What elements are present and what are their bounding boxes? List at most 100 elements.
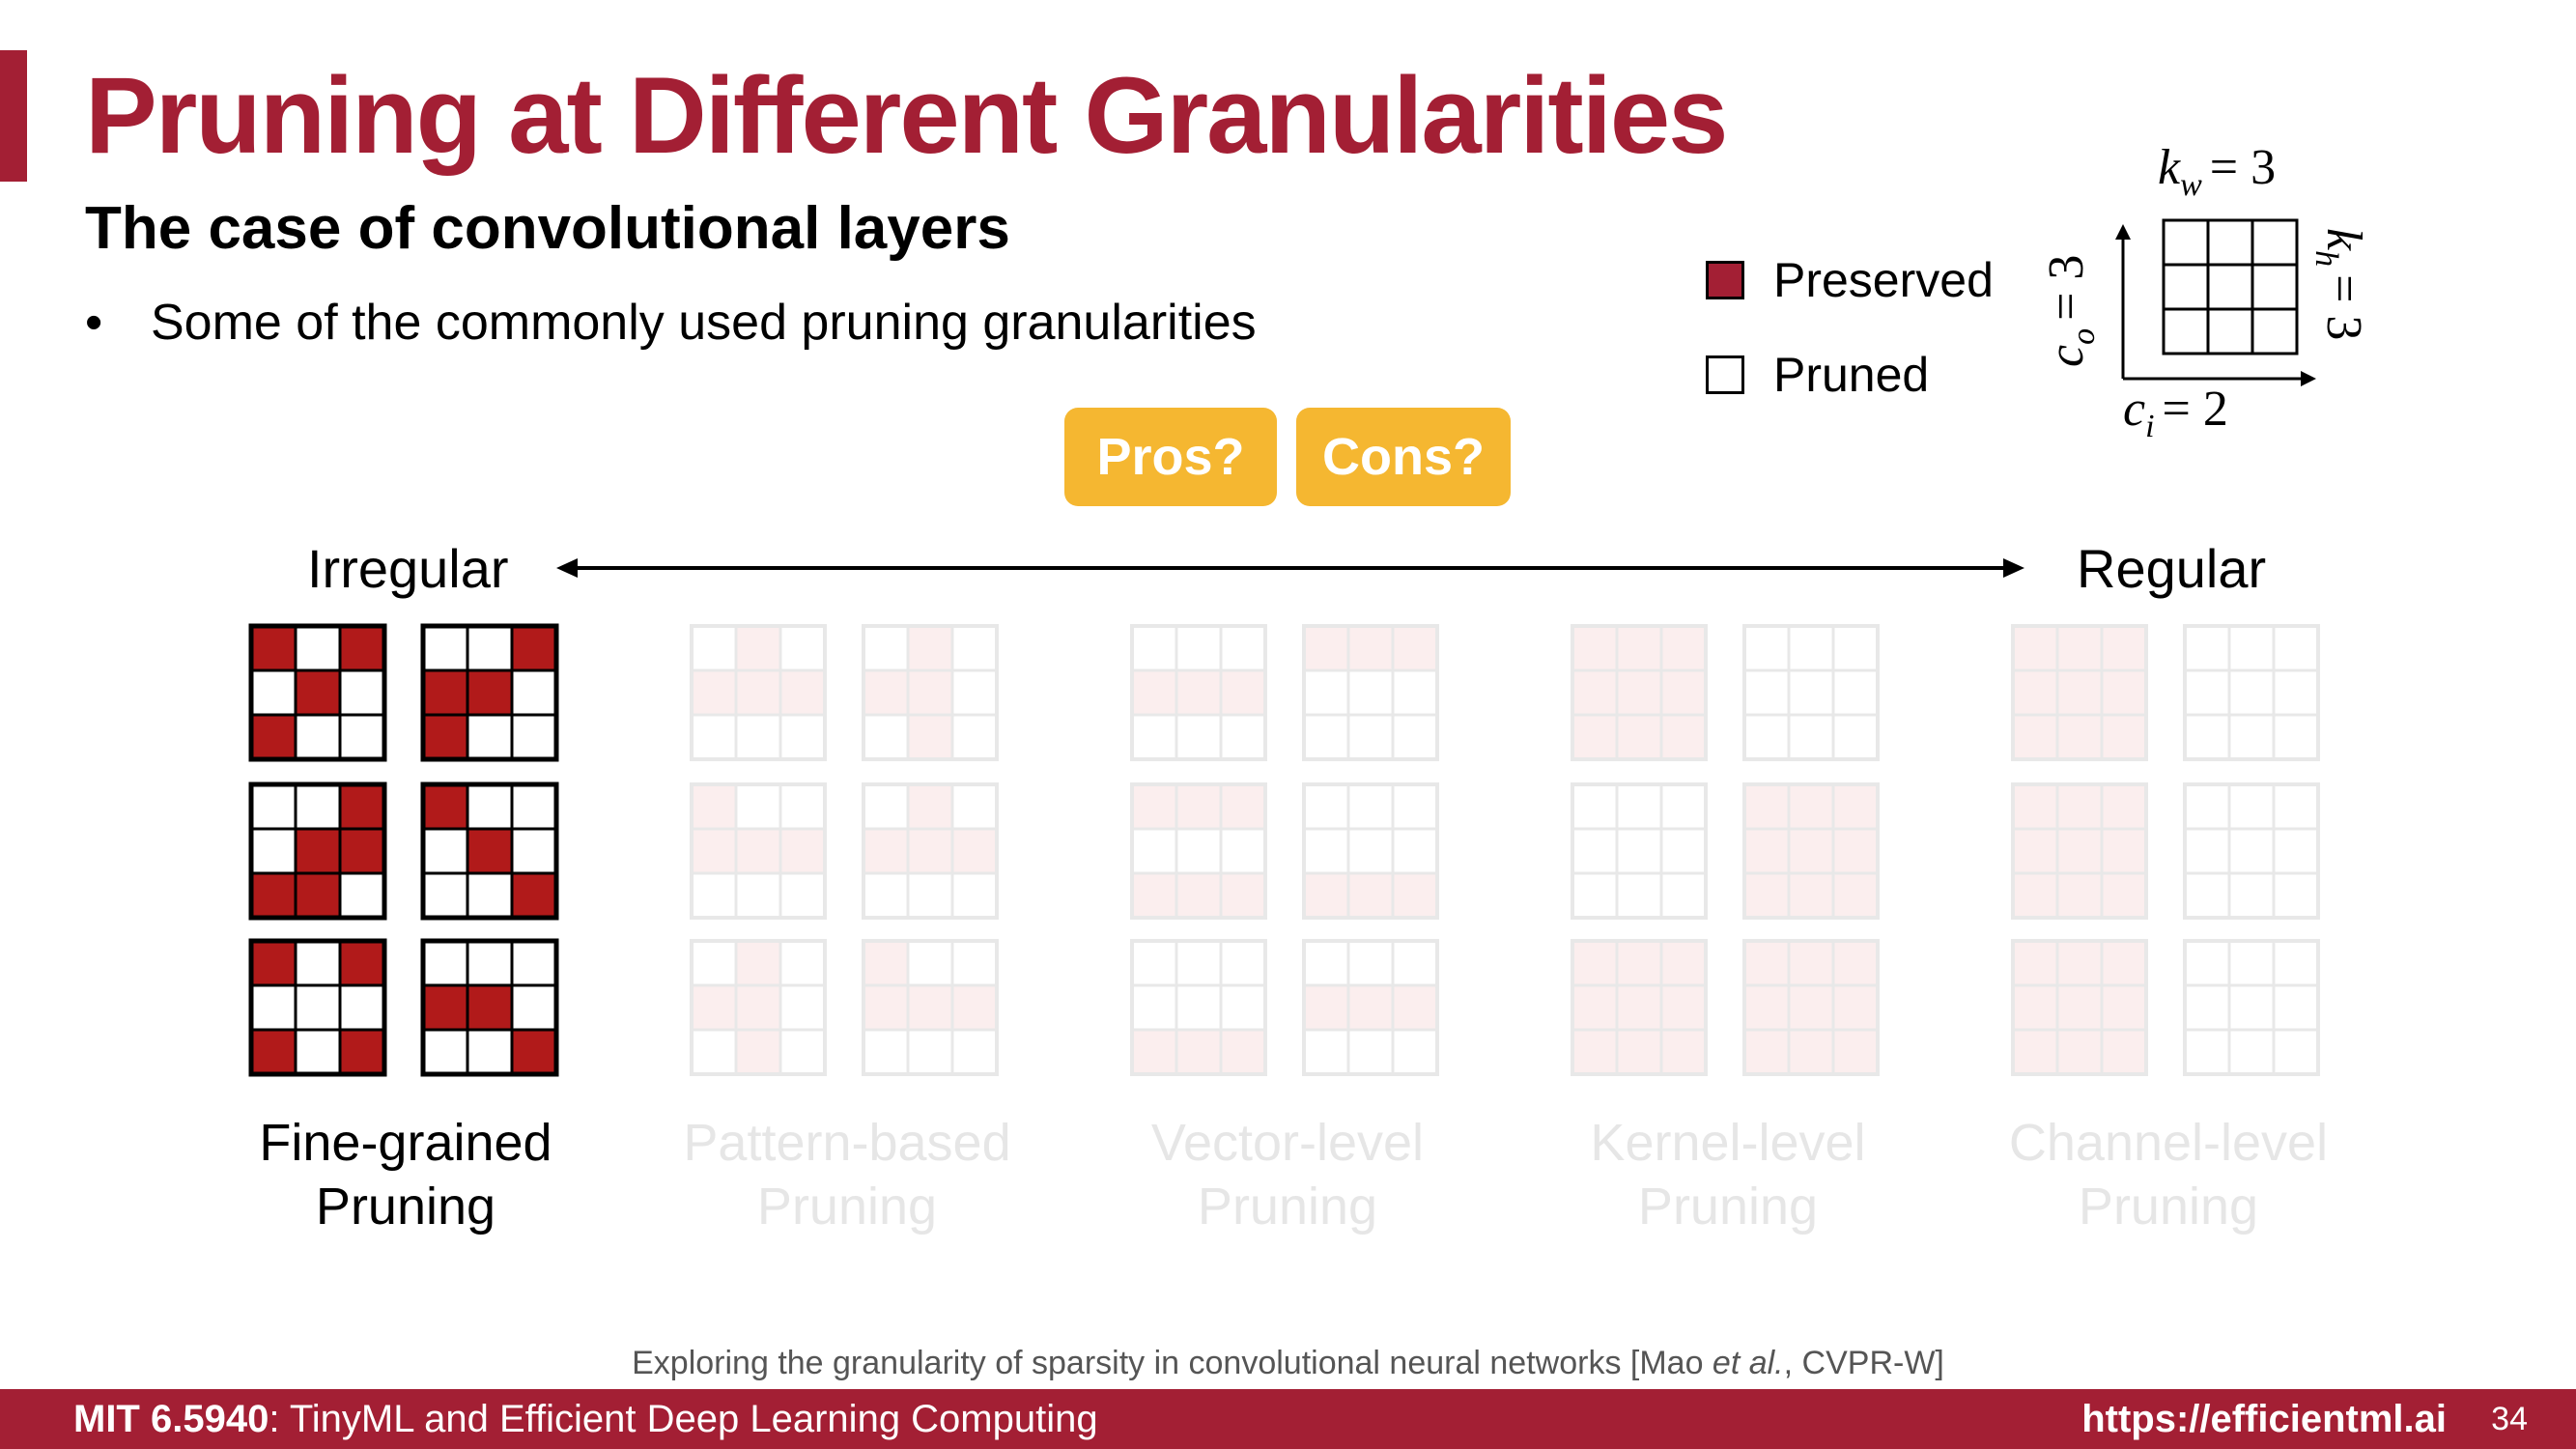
pruned-weight-cell xyxy=(1130,624,1178,672)
pruned-weight-cell xyxy=(950,939,999,987)
pruned-weight-cell xyxy=(2183,668,2231,717)
pruned-weight-cell xyxy=(1571,871,1619,920)
kernel-border xyxy=(420,938,559,1077)
kernel-grid xyxy=(248,781,387,921)
kernel-border xyxy=(862,782,999,920)
ci-label: ci = 2 xyxy=(2123,382,2228,444)
bullet-dot: • xyxy=(85,295,103,351)
pruned-weight-cell xyxy=(510,713,558,761)
preserved-weight-cell xyxy=(1175,782,1223,831)
preserved-weight-cell xyxy=(2055,1028,2104,1076)
cons-button[interactable]: Cons? xyxy=(1296,408,1511,506)
pruned-weight-cell xyxy=(1571,782,1619,831)
pruned-weight-cell xyxy=(338,713,386,761)
page-number: 34 xyxy=(2491,1401,2528,1437)
pruned-weight-cell xyxy=(862,871,910,920)
pruned-weight-cell xyxy=(778,782,827,831)
preserved-weight-cell xyxy=(466,983,514,1032)
pruned-weight-cell xyxy=(1391,1028,1439,1076)
pruned-weight-cell xyxy=(421,624,469,672)
preserved-weight-cell xyxy=(1346,624,1395,672)
preserved-weight-cell xyxy=(1302,624,1350,672)
pruned-weight-cell xyxy=(294,624,342,672)
preserved-weight-cell xyxy=(338,782,386,831)
pruned-weight-cell xyxy=(862,782,910,831)
preserved-weight-cell xyxy=(734,983,782,1032)
pruned-weight-cell xyxy=(1831,713,1880,761)
group-label-line2: Pruning xyxy=(2078,1178,2259,1236)
pruned-weight-cell xyxy=(2272,1028,2320,1076)
pruned-weight-cell xyxy=(1130,939,1178,987)
pruned-weight-cell xyxy=(950,668,999,717)
preserved-weight-cell xyxy=(1175,1028,1223,1076)
regular-label: Regular xyxy=(2077,538,2267,599)
kernel-border xyxy=(1742,939,1880,1076)
preserved-weight-cell xyxy=(1219,871,1267,920)
group-label-channel-level: Channel-level Pruning xyxy=(1946,1111,2391,1238)
pruned-weight-cell xyxy=(1219,939,1267,987)
pruned-weight-cell xyxy=(1742,713,1791,761)
preserved-weight-cell xyxy=(1659,624,1708,672)
pruned-weight-cell xyxy=(778,983,827,1032)
footer-url[interactable]: https://efficientml.ai xyxy=(2081,1398,2447,1440)
kernel-border xyxy=(1302,624,1439,761)
preserved-weight-cell xyxy=(338,624,386,672)
pruned-weight-cell xyxy=(466,713,514,761)
preserved-weight-cell xyxy=(1219,1028,1267,1076)
pruned-weight-cell xyxy=(862,713,910,761)
preserved-weight-cell xyxy=(2011,827,2059,875)
pruned-weight-cell xyxy=(690,871,738,920)
pruned-weight-cell xyxy=(1391,827,1439,875)
pruned-label: Pruned xyxy=(1773,348,1930,402)
pruned-weight-cell xyxy=(950,624,999,672)
preserved-weight-cell xyxy=(2100,871,2148,920)
kernel-border xyxy=(1571,624,1708,761)
preserved-weight-cell xyxy=(862,668,910,717)
pruned-weight-cell xyxy=(2227,827,2276,875)
pruned-weight-cell xyxy=(1659,782,1708,831)
pruned-weight-cell xyxy=(1615,871,1663,920)
kernel-border xyxy=(1130,939,1267,1076)
preserved-weight-cell xyxy=(1831,871,1880,920)
course-name: : TinyML and Efficient Deep Learning Com… xyxy=(269,1398,1098,1440)
pruned-weight-cell xyxy=(2272,624,2320,672)
preserved-weight-cell xyxy=(1787,939,1835,987)
pruned-weight-cell xyxy=(1391,939,1439,987)
preserved-weight-cell xyxy=(1391,624,1439,672)
pruned-weight-cell xyxy=(862,1028,910,1076)
preserved-weight-cell xyxy=(734,939,782,987)
kernel-grid xyxy=(420,781,559,921)
group-label-fine-grained: Fine-grained Pruning xyxy=(184,1111,628,1238)
pruned-weight-cell xyxy=(2272,668,2320,717)
group-label-kernel-level: Kernel-level Pruning xyxy=(1506,1111,1950,1238)
preserved-weight-cell xyxy=(1831,983,1880,1032)
preserved-weight-cell xyxy=(2100,1028,2148,1076)
preserved-weight-cell xyxy=(2011,1028,2059,1076)
citation: Exploring the granularity of sparsity in… xyxy=(0,1345,2576,1382)
preserved-weight-cell xyxy=(2011,782,2059,831)
preserved-weight-cell xyxy=(294,871,342,920)
title-accent-bar xyxy=(0,50,27,182)
pruned-weight-cell xyxy=(1130,983,1178,1032)
pruned-weight-cell xyxy=(2227,782,2276,831)
kernel-border xyxy=(420,623,559,762)
pruned-weight-cell xyxy=(950,871,999,920)
pruned-weight-cell xyxy=(906,1028,954,1076)
pruned-weight-cell xyxy=(778,871,827,920)
pruned-weight-cell xyxy=(2183,871,2231,920)
pruned-weight-cell xyxy=(1302,939,1350,987)
pruned-weight-cell xyxy=(466,1028,514,1076)
pruned-weight-cell xyxy=(1219,624,1267,672)
pruned-weight-cell xyxy=(690,1028,738,1076)
kernel-grid xyxy=(862,624,999,761)
pros-button[interactable]: Pros? xyxy=(1064,408,1277,506)
legend-item-preserved: Preserved xyxy=(1706,253,1994,307)
preserved-weight-cell xyxy=(1742,983,1791,1032)
preserved-weight-cell xyxy=(1130,668,1178,717)
pruned-weight-cell xyxy=(1391,668,1439,717)
preserved-weight-cell xyxy=(2011,713,2059,761)
pruned-weight-cell xyxy=(1831,624,1880,672)
preserved-weight-cell xyxy=(906,983,954,1032)
pruned-weight-cell xyxy=(1787,668,1835,717)
preserved-weight-cell xyxy=(249,624,297,672)
